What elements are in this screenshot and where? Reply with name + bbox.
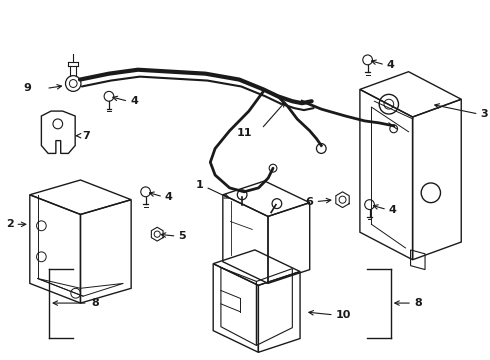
Text: 10: 10 xyxy=(336,310,351,320)
Text: 11: 11 xyxy=(236,128,252,138)
Text: 8: 8 xyxy=(414,298,422,308)
Text: 5: 5 xyxy=(178,231,186,241)
Text: 8: 8 xyxy=(92,298,99,308)
Text: 1: 1 xyxy=(196,180,203,190)
Text: 3: 3 xyxy=(481,109,488,119)
Text: 7: 7 xyxy=(82,131,90,141)
Text: 4: 4 xyxy=(387,60,395,70)
Text: 6: 6 xyxy=(306,197,314,207)
Text: 4: 4 xyxy=(389,204,397,215)
Text: 2: 2 xyxy=(6,219,13,229)
Text: 4: 4 xyxy=(165,192,173,202)
Text: 9: 9 xyxy=(24,84,32,94)
Text: 4: 4 xyxy=(130,96,138,106)
